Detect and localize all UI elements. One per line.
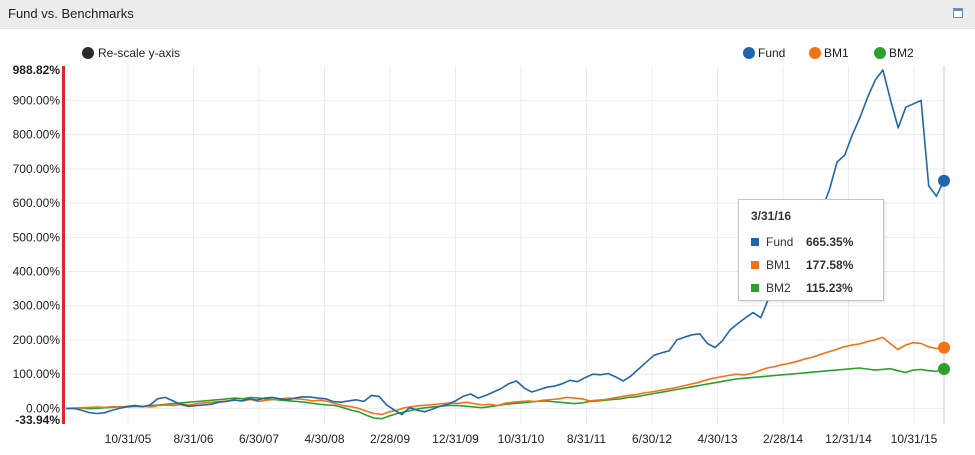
tooltip-fund-name: Fund xyxy=(766,234,794,249)
x-axis-tick-label: 12/31/14 xyxy=(825,432,872,446)
tooltip-date: 3/31/16 xyxy=(751,209,792,223)
legend-bm2-label: BM2 xyxy=(889,46,914,60)
x-axis-tick-label: 2/28/14 xyxy=(763,432,803,446)
x-axis-tick-label: 12/31/09 xyxy=(432,432,479,446)
x-axis-tick-label: 10/31/15 xyxy=(891,432,938,446)
x-axis-tick-label: 4/30/08 xyxy=(304,432,344,446)
legend-item-fund[interactable]: Fund xyxy=(743,46,785,60)
y-axis-tick-label: 500.00% xyxy=(13,230,61,244)
y-axis-tick-label: 800.00% xyxy=(13,128,61,142)
x-axis-tick-label: 6/30/12 xyxy=(632,432,672,446)
tooltip-bm1-name: BM1 xyxy=(766,257,791,272)
tooltip-fund-value: 665.35% xyxy=(806,234,854,249)
maximize-window-icon[interactable] xyxy=(953,8,963,18)
tooltip-bm2-value: 115.23% xyxy=(806,280,853,295)
tooltip-bm1-swatch xyxy=(751,260,759,269)
x-axis-tick-label: 2/28/09 xyxy=(370,432,410,446)
tooltip-row-bm2: BM2 115.23% xyxy=(751,279,853,295)
x-axis-tick-label: 10/31/10 xyxy=(498,432,545,446)
y-axis-tick-label: 400.00% xyxy=(13,265,61,279)
x-axis-tick-label: 6/30/07 xyxy=(239,432,279,446)
panel-title: Fund vs. Benchmarks xyxy=(8,6,134,21)
y-axis-tick-label: 100.00% xyxy=(13,367,61,381)
data-tooltip: 3/31/16 Fund 665.35% BM1 177.58% BM2 115.23… xyxy=(738,199,884,301)
legend-item-bm1[interactable]: BM1 xyxy=(809,46,849,60)
y-axis-tick-label: 300.00% xyxy=(13,299,61,313)
y-axis-labels: 988.82% 900.00% 800.00% 700.00% 600.00% 500.0… xyxy=(13,63,61,427)
y-axis-range-bar[interactable] xyxy=(62,66,65,424)
series-endpoints xyxy=(938,174,950,375)
legend-item-bm2[interactable]: BM2 xyxy=(874,46,914,60)
y-axis-tick-label: 0.00% xyxy=(26,401,60,415)
x-axis-tick-label: 10/31/05 xyxy=(105,432,152,446)
legend-bm2-marker xyxy=(874,47,886,59)
endpoint-marker-fund[interactable] xyxy=(938,174,950,187)
y-axis-tick-label: -33.94% xyxy=(15,413,60,427)
rescale-y-axis-icon[interactable] xyxy=(82,47,94,59)
tooltip-bm1-value: 177.58% xyxy=(806,257,854,272)
series-line-bm1 xyxy=(65,336,945,416)
legend-bm1-marker xyxy=(809,47,821,59)
x-axis-labels: 10/31/05 8/31/06 6/30/07 4/30/08 2/28/09 12/3… xyxy=(105,432,938,446)
endpoint-marker-bm2[interactable] xyxy=(938,362,950,375)
x-axis-tick-label: 8/31/11 xyxy=(567,432,606,446)
tooltip-row-fund: Fund 665.35% xyxy=(751,233,853,249)
rescale-y-axis-label[interactable]: Re-scale y-axis xyxy=(98,46,180,60)
y-axis-tick-label: 700.00% xyxy=(13,162,61,176)
y-axis-tick-label: 600.00% xyxy=(13,196,61,210)
legend-bm1-label: BM1 xyxy=(824,46,849,60)
panel-header: Fund vs. Benchmarks xyxy=(0,0,975,29)
y-axis-tick-label: 200.00% xyxy=(13,333,61,347)
endpoint-marker-bm1[interactable] xyxy=(938,341,950,354)
tooltip-bm2-name: BM2 xyxy=(766,280,791,295)
legend-fund-label: Fund xyxy=(758,46,785,60)
y-axis-tick-label: 900.00% xyxy=(13,93,61,107)
tooltip-row-bm1: BM1 177.58% xyxy=(751,256,853,272)
x-axis-tick-label: 4/30/13 xyxy=(697,432,737,446)
y-axis-tick-label: 988.82% xyxy=(13,63,61,77)
legend-fund-marker xyxy=(743,47,755,59)
legend: Fund BM1 BM2 xyxy=(743,46,914,60)
x-axis-tick-label: 8/31/06 xyxy=(173,432,213,446)
series-line-bm2 xyxy=(66,367,945,420)
tooltip-bm2-swatch xyxy=(751,283,759,292)
rescale-y-axis-control[interactable]: Re-scale y-axis xyxy=(82,46,180,60)
tooltip-fund-swatch xyxy=(751,237,759,246)
